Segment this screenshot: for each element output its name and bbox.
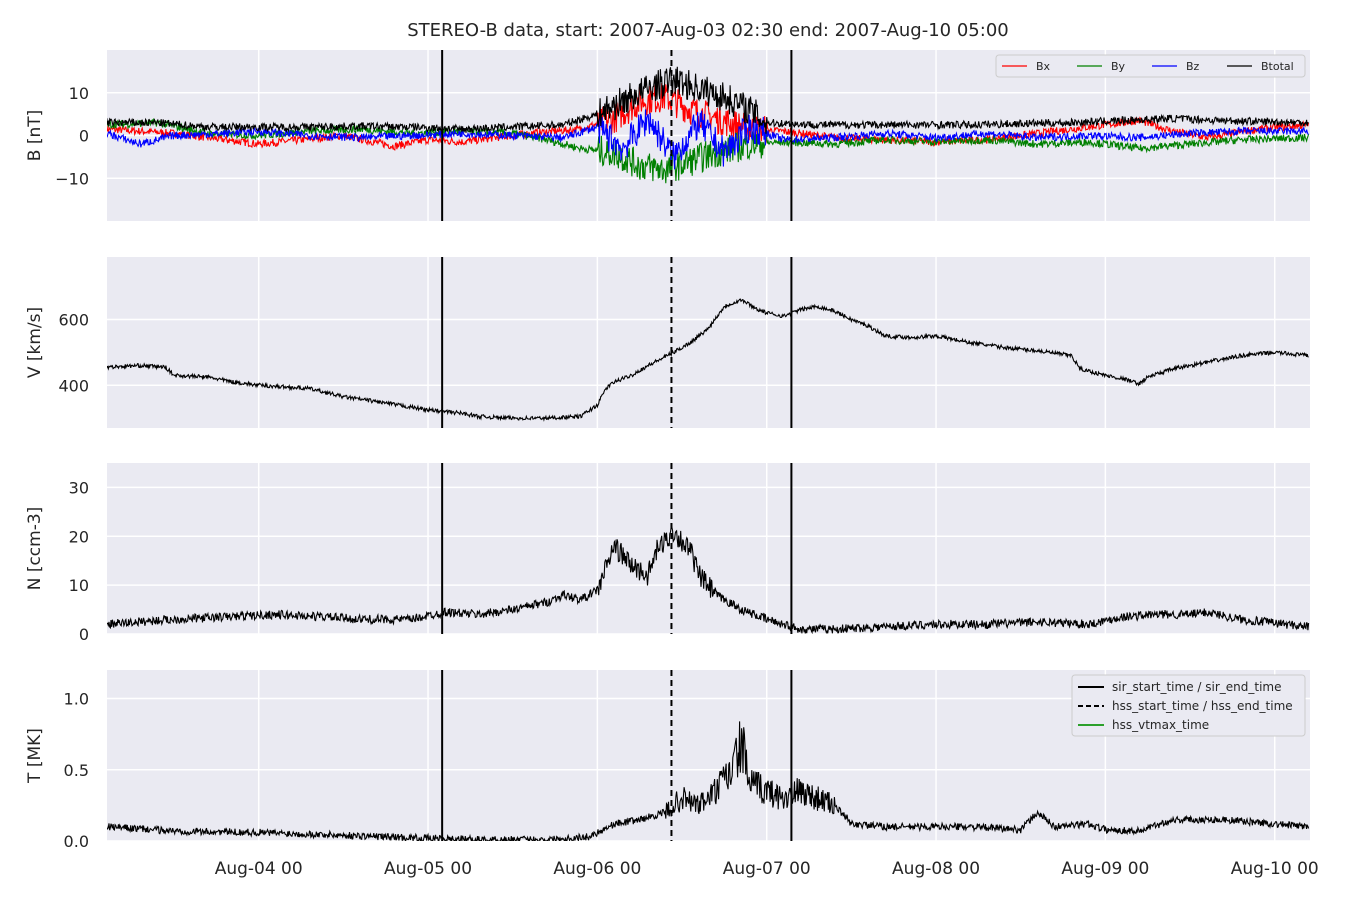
legend-label: Bz <box>1186 60 1200 73</box>
panel-background <box>107 257 1310 428</box>
y-tick-label: 1.0 <box>64 690 89 709</box>
y-axis-label: T [MK] <box>25 728 45 784</box>
series-group <box>107 526 1310 634</box>
series-V-line <box>107 298 1309 422</box>
legend-box <box>1071 674 1306 737</box>
y-tick-label: 10 <box>69 576 89 595</box>
x-tick-label: Aug-08 00 <box>892 859 980 879</box>
y-tick-label: −10 <box>55 169 89 188</box>
legend-label: Btotal <box>1261 60 1294 73</box>
x-tick-label: Aug-06 00 <box>553 859 641 879</box>
series-group <box>107 298 1309 422</box>
x-tick-label: Aug-04 00 <box>215 859 303 879</box>
panel-V: 600 400 V [km/s] <box>25 257 1310 428</box>
y-axis-label: N [ccm-3] <box>25 507 45 591</box>
series-Bz-line <box>107 109 1309 170</box>
y-tick-label: 0.0 <box>64 832 89 851</box>
series-N-line <box>107 526 1310 634</box>
series-By-line <box>107 118 1310 184</box>
chart-title: STEREO-B data, start: 2007-Aug-03 02:30 … <box>407 20 1008 41</box>
y-tick-label: 0.5 <box>64 761 89 780</box>
x-tick-label: Aug-10 00 <box>1231 859 1319 879</box>
legend-label: By <box>1111 60 1126 73</box>
y-axis-label: B [nT] <box>25 110 45 162</box>
legend-label: hss_vtmax_time <box>1112 718 1209 732</box>
legend-label: hss_start_time / hss_end_time <box>1112 699 1293 713</box>
series-Btotal-line <box>107 66 1309 135</box>
y-tick-label: 10 <box>69 84 89 103</box>
y-tick-label: 30 <box>69 478 89 497</box>
panels: 10 0 −10 B [nT] Bx By Bz Btotal 600 400 V [km/s] 30… <box>25 50 1319 879</box>
series-group <box>107 66 1310 184</box>
series-T-line <box>107 721 1310 841</box>
y-tick-label: 400 <box>58 376 89 395</box>
y-axis-label: V [km/s] <box>25 307 45 378</box>
y-tick-label: 0 <box>79 625 89 644</box>
x-tick-label: Aug-05 00 <box>384 859 472 879</box>
y-tick-label: 0 <box>79 127 89 146</box>
panel-N: 30 20 10 0 N [ccm-3] <box>25 463 1310 644</box>
panel-background <box>107 463 1310 634</box>
x-tick-label: Aug-07 00 <box>723 859 811 879</box>
x-tick-label: Aug-09 00 <box>1061 859 1149 879</box>
series-group <box>107 721 1310 841</box>
legend-label: sir_start_time / sir_end_time <box>1112 680 1282 694</box>
legend-label: Bx <box>1036 60 1051 73</box>
y-tick-label: 600 <box>58 310 89 329</box>
legend-box <box>995 54 1306 78</box>
y-tick-label: 20 <box>69 527 89 546</box>
panel-T: 1.0 0.5 0.0 T [MK] sir_start_time / sir_end_… <box>25 670 1310 851</box>
panel-B: 10 0 −10 B [nT] Bx By Bz Btotal <box>25 50 1310 221</box>
